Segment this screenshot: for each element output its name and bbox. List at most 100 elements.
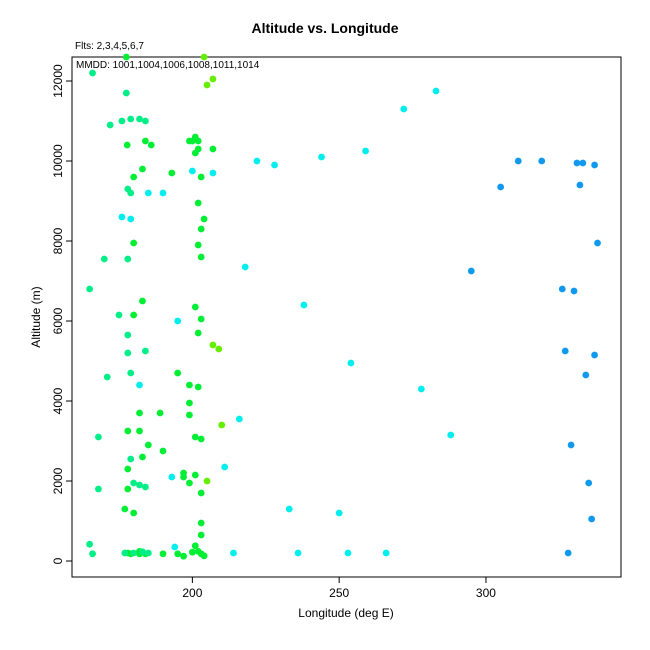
data-point bbox=[144, 549, 152, 557]
data-point bbox=[174, 317, 182, 325]
data-point bbox=[141, 117, 149, 125]
data-point bbox=[194, 137, 202, 145]
data-point bbox=[318, 153, 325, 161]
x-tick-label: 200 bbox=[182, 586, 202, 600]
dates-annotation: MMDD: 1001,1004,1006,1008,1011,1014 bbox=[76, 60, 260, 71]
data-point bbox=[123, 141, 131, 149]
data-point bbox=[209, 169, 217, 177]
data-point bbox=[514, 157, 522, 165]
data-point bbox=[141, 483, 149, 491]
data-point bbox=[106, 121, 114, 129]
data-point bbox=[139, 165, 146, 173]
y-tick-label: 10000 bbox=[51, 144, 65, 178]
x-tick-label: 250 bbox=[329, 586, 349, 600]
data-point bbox=[124, 427, 132, 435]
data-point bbox=[141, 137, 149, 145]
y-tick-label: 0 bbox=[51, 557, 65, 564]
plot-frame bbox=[71, 56, 622, 578]
data-point bbox=[591, 161, 598, 169]
data-point bbox=[253, 157, 261, 165]
data-point bbox=[567, 441, 575, 449]
data-point bbox=[136, 409, 143, 417]
data-point bbox=[197, 435, 205, 443]
data-point bbox=[95, 433, 102, 441]
data-point bbox=[136, 427, 143, 435]
data-point bbox=[382, 549, 390, 557]
data-point bbox=[136, 481, 143, 489]
data-point bbox=[121, 505, 129, 513]
data-point bbox=[191, 303, 199, 311]
data-point bbox=[197, 489, 205, 497]
data-point bbox=[197, 315, 205, 323]
data-point bbox=[191, 542, 199, 550]
data-point bbox=[197, 519, 205, 527]
data-point bbox=[191, 471, 199, 479]
data-point bbox=[447, 431, 455, 439]
data-point bbox=[180, 473, 187, 481]
data-point bbox=[130, 509, 138, 517]
data-point bbox=[86, 285, 94, 293]
data-point bbox=[124, 349, 132, 357]
data-point bbox=[573, 159, 581, 167]
data-point bbox=[230, 549, 237, 557]
data-point bbox=[235, 415, 243, 423]
x-axis: 200 250 300 bbox=[182, 577, 496, 600]
data-point bbox=[197, 531, 205, 539]
data-point bbox=[241, 263, 249, 271]
data-point bbox=[130, 173, 138, 181]
data-point bbox=[168, 169, 176, 177]
data-point bbox=[127, 215, 135, 223]
data-point bbox=[124, 331, 132, 339]
data-point bbox=[362, 147, 369, 155]
data-point bbox=[203, 81, 211, 89]
data-point bbox=[118, 117, 126, 125]
data-point bbox=[558, 285, 566, 293]
data-point bbox=[144, 441, 152, 449]
data-point bbox=[144, 189, 152, 197]
data-point bbox=[271, 161, 278, 169]
data-point bbox=[118, 213, 126, 221]
data-point bbox=[180, 552, 187, 560]
data-point bbox=[200, 215, 208, 223]
data-point bbox=[579, 159, 587, 167]
y-tick-label: 2000 bbox=[51, 467, 65, 494]
data-point bbox=[130, 239, 138, 247]
data-point bbox=[127, 455, 135, 463]
data-point bbox=[585, 479, 593, 487]
data-point bbox=[209, 75, 217, 83]
data-point bbox=[335, 509, 343, 517]
data-point bbox=[115, 311, 123, 319]
data-point bbox=[194, 548, 202, 555]
y-axis-label: Altitude (m) bbox=[29, 286, 43, 347]
data-point bbox=[139, 548, 146, 556]
data-point bbox=[188, 548, 196, 556]
data-point bbox=[121, 549, 129, 557]
y-tick-label: 8000 bbox=[51, 227, 65, 254]
data-point bbox=[417, 385, 425, 393]
data-point bbox=[200, 53, 208, 61]
x-axis-label: Longitude (deg E) bbox=[298, 606, 393, 620]
data-point bbox=[186, 399, 193, 407]
data-point bbox=[285, 505, 293, 513]
data-point bbox=[89, 69, 96, 77]
data-point bbox=[127, 189, 135, 197]
y-tick-label: 12000 bbox=[51, 64, 65, 98]
data-point bbox=[191, 433, 199, 441]
data-point bbox=[197, 225, 205, 233]
data-point bbox=[432, 87, 440, 95]
data-point bbox=[576, 181, 584, 189]
data-point bbox=[200, 552, 208, 560]
data-point bbox=[141, 347, 149, 355]
y-tick-label: 4000 bbox=[51, 387, 65, 414]
data-point bbox=[159, 550, 167, 558]
data-point bbox=[538, 157, 546, 165]
data-point bbox=[218, 421, 226, 429]
data-point bbox=[168, 473, 176, 481]
data-point bbox=[591, 351, 598, 359]
data-point bbox=[467, 267, 475, 275]
data-point bbox=[188, 167, 196, 175]
data-point bbox=[215, 345, 223, 353]
data-point bbox=[561, 347, 569, 355]
data-point bbox=[139, 297, 146, 305]
